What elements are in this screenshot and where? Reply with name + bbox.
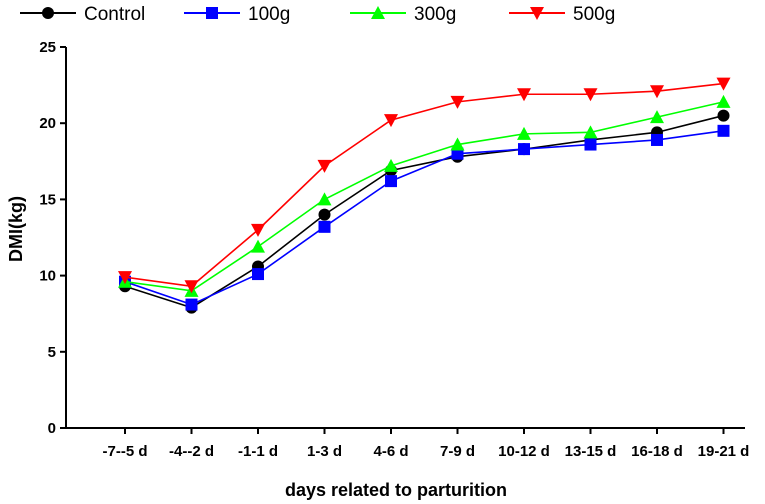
point-500g-6 — [517, 88, 531, 102]
point-300g-6 — [517, 126, 531, 140]
x-tick-label-7: 13-15 d — [565, 443, 617, 460]
x-tick-label-0: -7--5 d — [103, 443, 148, 460]
point-300g-8 — [650, 110, 664, 124]
point-100g-8 — [651, 133, 663, 146]
legend-label-100g: 100g — [248, 4, 290, 25]
point-500g-1 — [184, 280, 199, 294]
point-100g-9 — [717, 124, 730, 137]
legend-label-500g: 500g — [573, 4, 615, 25]
legend-marker-control — [42, 7, 54, 19]
x-tick-label-9: 19-21 d — [698, 443, 750, 460]
axes: 0 5 10 15 20 25 -7--5 d -4--2 d -1-1 d 1-3 d 4-6 d… — [39, 39, 749, 460]
point-500g-5 — [450, 95, 465, 109]
legend-marker-500g — [530, 7, 544, 20]
point-100g-4 — [385, 175, 397, 188]
series-500g — [118, 77, 731, 294]
point-300g-4 — [384, 158, 398, 172]
y-tick-label-15: 15 — [39, 191, 56, 208]
point-100g-2 — [252, 268, 264, 281]
legend-item-100g: 100g — [184, 4, 290, 25]
x-tick-label-1: -4--2 d — [169, 443, 214, 460]
point-300g-3 — [317, 192, 332, 206]
x-tick-label-2: -1-1 d — [238, 443, 278, 460]
series-100g — [119, 124, 730, 311]
point-500g-3 — [317, 159, 332, 173]
point-500g-2 — [251, 223, 265, 237]
x-tick-label-8: 16-18 d — [631, 443, 683, 460]
point-control-9 — [717, 109, 730, 122]
series-line-500g — [124, 82, 724, 288]
series-300g — [118, 94, 731, 297]
x-tick-label-5: 7-9 d — [440, 443, 475, 460]
point-100g-1 — [185, 298, 198, 311]
series-line-300g — [124, 101, 724, 292]
legend-label-control: Control — [84, 4, 145, 25]
legend-item-control: Control — [20, 4, 145, 25]
series-layer — [118, 77, 731, 314]
point-500g-8 — [650, 85, 664, 99]
legend-item-500g: 500g — [509, 4, 615, 25]
point-control-3 — [318, 208, 331, 221]
series-line-100g — [124, 130, 724, 306]
point-100g-6 — [518, 143, 530, 156]
point-300g-2 — [251, 239, 265, 253]
x-axis-title: days related to parturition — [285, 480, 507, 500]
legend-label-300g: 300g — [414, 4, 456, 25]
x-tick-label-6: 10-12 d — [498, 443, 550, 460]
point-500g-9 — [716, 77, 731, 91]
point-500g-0 — [118, 271, 132, 285]
x-tick-label-3: 1-3 d — [307, 443, 342, 460]
point-100g-5 — [451, 147, 464, 160]
point-100g-3 — [318, 220, 331, 233]
point-300g-5 — [450, 137, 465, 151]
legend-marker-300g — [371, 6, 385, 19]
point-500g-7 — [583, 88, 598, 102]
legend-marker-100g — [206, 7, 218, 19]
point-300g-9 — [716, 94, 731, 108]
point-500g-4 — [384, 114, 398, 128]
y-axis-title: DMI(kg) — [6, 196, 26, 262]
y-tick-label-5: 5 — [48, 344, 56, 361]
x-tick-label-4: 4-6 d — [373, 443, 408, 460]
legend-item-300g: 300g — [350, 4, 456, 25]
point-100g-7 — [584, 138, 597, 151]
legend: Control 100g 300g 500g — [20, 4, 615, 25]
series-line-control — [124, 114, 724, 309]
series-control — [119, 109, 730, 314]
y-tick-label-0: 0 — [48, 420, 56, 437]
y-tick-label-25: 25 — [39, 39, 56, 56]
y-tick-label-10: 10 — [39, 268, 56, 285]
y-tick-label-20: 20 — [39, 115, 56, 132]
point-300g-7 — [583, 125, 598, 139]
